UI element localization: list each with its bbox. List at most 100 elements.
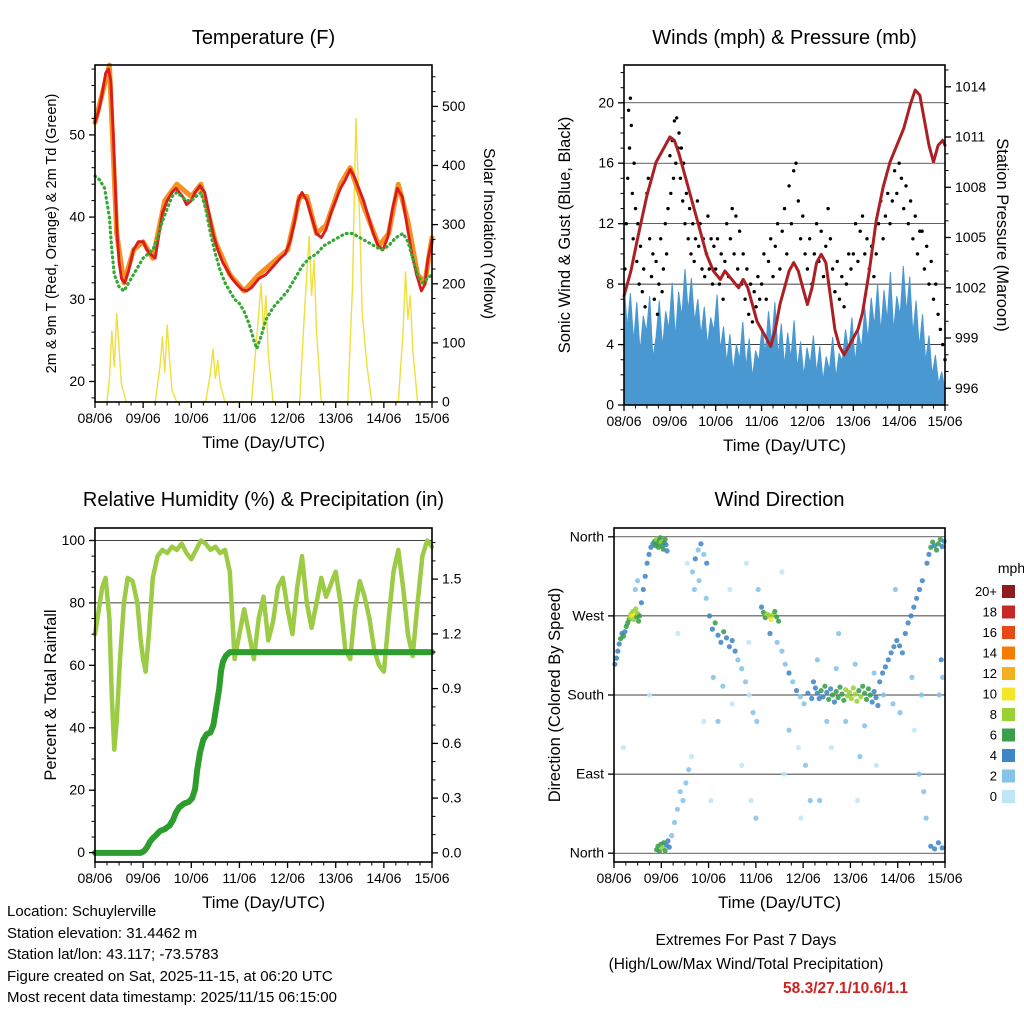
- legend-swatch: [1002, 708, 1015, 721]
- wind-direction-dots: [646, 551, 652, 557]
- wind-gust: [796, 199, 800, 203]
- left-tick-label: 50: [69, 126, 85, 142]
- left-axis-label: Sonic Wind & Gust (Blue, Black): [556, 117, 574, 354]
- wind-direction-dots: [709, 626, 715, 632]
- wind-gust: [883, 214, 888, 218]
- wind-gust: [635, 259, 639, 264]
- wind-gust: [876, 222, 881, 226]
- wind-gust: [686, 237, 690, 241]
- legend-label: 6: [990, 728, 997, 743]
- wind-gust: [646, 176, 650, 180]
- wind-gust: [743, 297, 747, 301]
- x-tick-label: 13/06: [318, 870, 353, 886]
- wind-gust: [874, 252, 878, 256]
- wind-gust: [785, 252, 789, 256]
- x-tick-label: 12/06: [790, 413, 825, 429]
- wind-gust: [660, 290, 664, 294]
- wind-gust: [773, 244, 777, 248]
- wind-gust: [692, 259, 696, 264]
- wind-gust: [630, 191, 634, 196]
- wind-direction-dots: [671, 819, 678, 825]
- wind-gust: [627, 146, 632, 150]
- chart-title: Relative Humidity (%) & Precipitation (i…: [83, 489, 444, 511]
- wind-gust: [748, 282, 753, 286]
- wind-gust: [844, 282, 849, 286]
- wind-direction-dots: [939, 543, 945, 550]
- x-tick-label: 14/06: [366, 870, 401, 886]
- wind-direction-dots: [802, 762, 809, 768]
- wind-gust: [721, 297, 725, 301]
- legend-label: 14: [983, 646, 997, 661]
- left-tick-label: 80: [69, 594, 85, 610]
- legend-swatch: [1002, 687, 1015, 701]
- left-tick-label: 0: [77, 844, 85, 860]
- wind-gust: [805, 267, 810, 271]
- plot-frame: [94, 64, 433, 403]
- wind-direction-dots: [919, 578, 925, 584]
- wind-gust: [671, 176, 676, 180]
- wind-direction-dots: [941, 538, 947, 544]
- wind-direction-dots: [856, 688, 862, 694]
- wind-gust: [626, 176, 630, 180]
- wind-gust: [899, 176, 904, 180]
- x-tick-label: 13/06: [836, 413, 871, 429]
- wind-gust: [672, 119, 677, 123]
- right-tick-label: 0: [442, 394, 450, 410]
- legend-swatch: [1002, 667, 1015, 680]
- wind-gust: [922, 267, 927, 271]
- x-tick-label: 15/06: [414, 870, 449, 886]
- wind-direction-dots: [779, 648, 785, 654]
- wind-gust: [707, 267, 711, 271]
- left-tick-label: 4: [606, 336, 614, 352]
- wind-direction-dots: [755, 586, 761, 593]
- wind-direction-dots: [663, 542, 669, 548]
- wind-gust: [895, 191, 899, 196]
- wind-direction-dots: [669, 833, 675, 839]
- wind-direction-dots: [835, 695, 841, 701]
- station-info: Location: Schuylerville Station elevatio…: [7, 901, 337, 1009]
- wind-gust: [709, 237, 713, 241]
- wind-direction-dots: [664, 548, 670, 554]
- wind-direction-dots: [692, 556, 698, 562]
- wind-gust: [659, 237, 663, 241]
- x-tick-label: 12/06: [270, 870, 305, 886]
- wind-gust: [677, 131, 681, 135]
- wind-gust: [637, 282, 641, 286]
- wind-gust: [632, 161, 636, 165]
- wind-gust: [780, 229, 784, 233]
- x-tick-label: 11/06: [222, 410, 256, 426]
- wind-direction-dots: [758, 604, 765, 610]
- chart-title: Temperature (F): [192, 27, 335, 49]
- wind-direction-dots: [801, 701, 807, 707]
- wind-direction-dots: [620, 745, 627, 751]
- wind-direction-dots: [665, 838, 671, 844]
- legend-swatch: [1002, 749, 1015, 762]
- wind-gust: [911, 237, 915, 241]
- x-tick-label: 11/06: [745, 413, 779, 429]
- wind-direction-dots: [863, 696, 870, 702]
- wind-gust: [860, 214, 865, 218]
- wind-direction-dots: [635, 578, 641, 584]
- wind-direction-dots: [894, 637, 900, 644]
- wind-direction-dots: [710, 674, 716, 680]
- wind-direction-dots: [688, 753, 695, 760]
- wind-direction-dots: [662, 536, 668, 542]
- right-tick-label: 1002: [955, 279, 986, 295]
- wind-direction-dots: [720, 683, 726, 689]
- legend-swatch: [1002, 646, 1015, 660]
- wind-direction-dots: [817, 797, 823, 804]
- wind-gust: [736, 267, 740, 271]
- wind-direction-dots: [708, 797, 714, 804]
- most-recent-data-timestamp: Most recent data timestamp: 2025/11/15 0…: [7, 989, 337, 1007]
- wind-gust: [941, 342, 945, 347]
- chart-title: Winds (mph) & Pressure (mb): [652, 27, 917, 49]
- wind-gust: [666, 206, 670, 211]
- wind-gust: [849, 267, 853, 271]
- wind-gust: [766, 259, 771, 264]
- wind-direction-dots: [754, 718, 760, 724]
- wind-gust: [771, 274, 775, 279]
- wind-direction-dots: [706, 613, 713, 619]
- x-tick-label: 13/06: [833, 870, 868, 886]
- wind-direction-dots: [786, 727, 792, 733]
- wind-direction-dots: [848, 695, 854, 702]
